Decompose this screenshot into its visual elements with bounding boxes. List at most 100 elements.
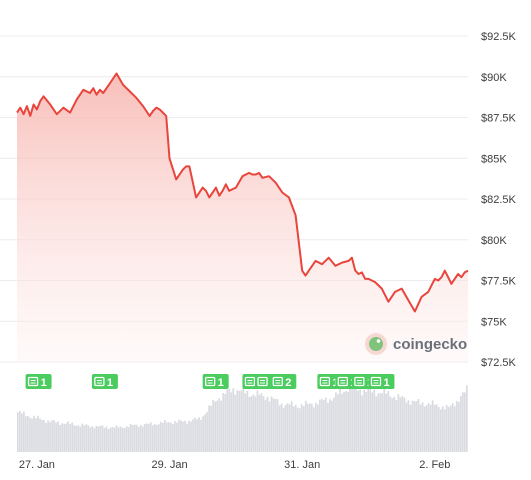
volume-bar: [316, 404, 319, 452]
volume-bar: [399, 397, 402, 452]
volume-bar: [383, 388, 386, 452]
volume-bar: [139, 424, 142, 452]
volume-bar: [93, 428, 96, 452]
coingecko-gecko-logo-inner: [369, 337, 383, 351]
coingecko-watermark: coingecko: [365, 333, 467, 355]
volume-bar: [238, 390, 241, 452]
volume-bar: [371, 392, 374, 452]
volume-bar: [226, 389, 229, 452]
volume-bar: [87, 425, 90, 452]
volume-bar: [379, 393, 382, 452]
newspaper-icon: [27, 376, 39, 387]
volume-bar: [143, 423, 146, 452]
volume-bar: [359, 389, 361, 452]
volume-bar: [417, 399, 420, 452]
volume-bar: [168, 422, 170, 452]
volume-bar: [337, 394, 339, 452]
volume-bar: [323, 400, 325, 452]
coingecko-wordmark: coingecko: [393, 336, 467, 353]
volume-bar: [286, 403, 289, 452]
volume-bar: [69, 423, 72, 452]
volume-bar: [252, 394, 255, 452]
news-marker[interactable]: 1: [25, 374, 52, 389]
volume-bar: [55, 422, 57, 452]
volume-bar: [113, 427, 116, 452]
volume-bar: [411, 400, 414, 452]
volume-bar: [53, 420, 55, 452]
volume-bar: [409, 404, 412, 452]
newspaper-icon: [94, 376, 105, 387]
volume-bar: [367, 389, 370, 452]
volume-bar: [125, 426, 128, 452]
volume-bar: [91, 426, 94, 452]
volume-bar: [415, 401, 418, 452]
volume-bar: [163, 419, 166, 452]
volume-bar: [319, 399, 321, 452]
volume-bar: [397, 394, 400, 452]
volume-bar: [198, 417, 200, 452]
volume-bar: [401, 395, 404, 452]
volume-bar: [159, 421, 162, 452]
volume-bar: [71, 422, 74, 452]
volume-bar: [357, 390, 359, 452]
volume-bar: [419, 404, 422, 452]
volume-bar: [21, 413, 23, 452]
volume-bar: [33, 415, 35, 452]
news-marker[interactable]: 1: [202, 374, 229, 389]
volume-bar: [119, 426, 122, 452]
volume-bar: [234, 394, 237, 452]
y-tick-label: $72.5K: [481, 357, 517, 369]
volume-bar: [449, 405, 452, 452]
news-marker[interactable]: 1: [91, 374, 118, 389]
volume-bar: [25, 416, 27, 452]
volume-bar: [190, 421, 192, 452]
volume-bar: [174, 421, 176, 452]
volume-bar: [381, 393, 384, 452]
volume-bar: [290, 401, 293, 452]
volume-bar: [264, 399, 267, 452]
volume-bar: [413, 401, 416, 452]
volume-bar: [208, 405, 210, 452]
volume-bar: [105, 426, 108, 452]
volume-bar: [246, 390, 249, 452]
volume-bar: [258, 394, 261, 452]
volume-bar: [377, 393, 380, 452]
volume-bar: [115, 425, 118, 452]
volume-bar: [196, 419, 198, 452]
y-tick-label: $77.5K: [481, 276, 517, 288]
volume-bar: [347, 391, 349, 452]
volume-bar: [361, 395, 364, 452]
volume-bar: [451, 403, 454, 452]
price-line[interactable]: [16, 72, 469, 313]
volume-bar: [218, 398, 221, 452]
volume-bar: [147, 423, 150, 452]
news-marker[interactable]: 2: [270, 374, 297, 389]
y-tick-label: $75K: [481, 316, 507, 328]
volume-bar: [268, 401, 271, 452]
y-tick-label: $90K: [481, 72, 507, 84]
volume-bar: [47, 420, 49, 452]
volume-bar: [131, 425, 134, 452]
news-marker[interactable]: 1: [368, 374, 395, 389]
news-marker-count: 1: [383, 377, 389, 389]
news-marker-count: 1: [41, 377, 47, 389]
volume-bar: [274, 399, 277, 452]
news-marker-count: 1: [107, 377, 113, 389]
volume-bar: [365, 392, 368, 452]
volume-bar: [129, 424, 132, 452]
volume-bar: [89, 427, 92, 452]
newspaper-icon: [319, 376, 331, 387]
y-tick-label: $82.5K: [481, 194, 517, 206]
volume-bar: [75, 425, 78, 452]
volume-bar: [204, 414, 206, 452]
volume-bar: [182, 421, 184, 452]
volume-bar: [135, 424, 138, 452]
volume-bar: [298, 408, 301, 452]
newspaper-icon: [257, 376, 268, 387]
volume-bar: [445, 404, 448, 452]
volume-bar: [212, 400, 215, 452]
volume-bar: [242, 387, 245, 452]
volume-bar: [284, 404, 287, 452]
volume-bar: [117, 427, 120, 452]
y-tick-label: $87.5K: [481, 113, 517, 125]
